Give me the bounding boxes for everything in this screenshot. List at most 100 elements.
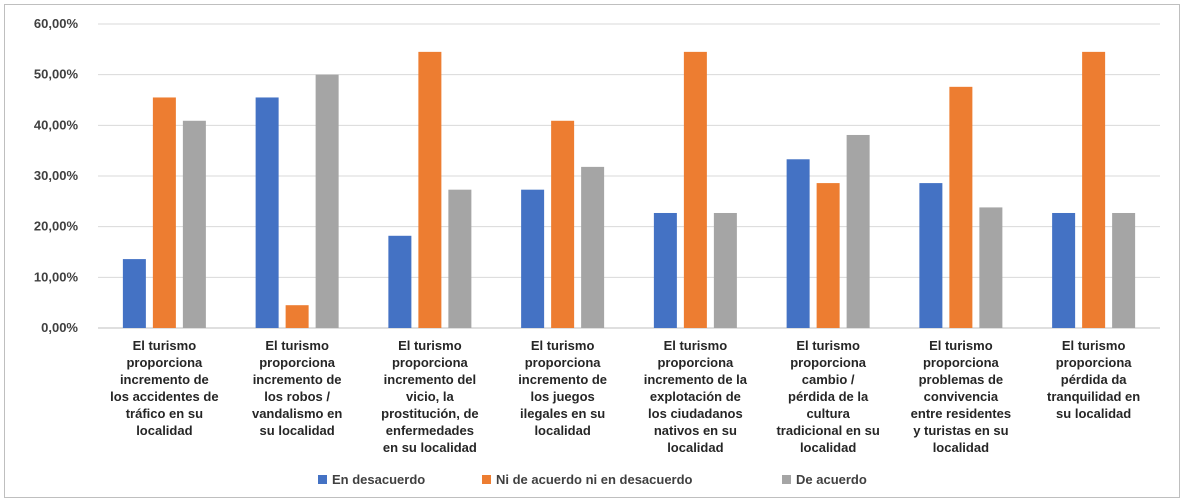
category-label-line: incremento de bbox=[253, 372, 342, 387]
bar bbox=[979, 207, 1003, 328]
category-label-line: proporciona bbox=[126, 355, 203, 370]
category-label-line: localidad bbox=[534, 423, 590, 438]
category-label-line: proporciona bbox=[1056, 355, 1133, 370]
category-label-line: tráfico en su bbox=[126, 406, 203, 421]
category-label: El turismo proporciona incremento de los ju… bbox=[518, 338, 607, 438]
y-tick-label: 60,00% bbox=[34, 16, 79, 31]
category-label: El turismo proporciona problemas de convive… bbox=[911, 338, 1011, 455]
category-label-line: entre residentes bbox=[911, 406, 1011, 421]
bar bbox=[919, 183, 943, 328]
category-label-line: su localidad bbox=[260, 423, 335, 438]
bar bbox=[315, 74, 339, 329]
legend-label: Ni de acuerdo ni en desacuerdo bbox=[496, 472, 693, 487]
bar bbox=[786, 159, 810, 328]
y-tick-label: 30,00% bbox=[34, 168, 79, 183]
bar bbox=[551, 120, 575, 328]
bar bbox=[418, 51, 442, 328]
legend: En desacuerdo Ni de acuerdo ni en desacue… bbox=[318, 472, 867, 487]
legend-swatch bbox=[482, 475, 491, 484]
category-label-line: prostitución, de bbox=[381, 406, 479, 421]
category-label-line: El turismo bbox=[398, 338, 462, 353]
category-label: El turismo proporciona incremento de los ac… bbox=[110, 338, 218, 438]
bar bbox=[1082, 51, 1106, 328]
bar bbox=[285, 305, 309, 328]
y-tick-label: 10,00% bbox=[34, 269, 79, 284]
y-tick-label: 0,00% bbox=[41, 320, 78, 335]
category-label-line: los ciudadanos bbox=[648, 406, 743, 421]
bar bbox=[816, 183, 840, 328]
category-label-line: proporciona bbox=[259, 355, 336, 370]
bar bbox=[846, 134, 870, 328]
category-label: El turismo proporciona incremento del vicio… bbox=[381, 338, 479, 455]
bar bbox=[1112, 212, 1136, 328]
category-label-line: cambio / bbox=[802, 372, 855, 387]
y-tick-label: 40,00% bbox=[34, 117, 79, 132]
category-label-line: El turismo bbox=[664, 338, 728, 353]
bar bbox=[152, 97, 176, 328]
category-label-line: incremento de bbox=[120, 372, 209, 387]
legend-label: De acuerdo bbox=[796, 472, 867, 487]
category-label-line: vandalismo en bbox=[252, 406, 342, 421]
category-label-line: los accidentes de bbox=[110, 389, 218, 404]
bar bbox=[521, 189, 545, 328]
category-label-line: localidad bbox=[933, 440, 989, 455]
y-axis: 0,00% 10,00% 20,00% 30,00% 40,00% 50,00% 60,00… bbox=[34, 16, 79, 335]
category-label-line: enfermedades bbox=[386, 423, 474, 438]
category-label-line: proporciona bbox=[525, 355, 602, 370]
category-label-line: incremento de bbox=[518, 372, 607, 387]
category-label-line: explotación de bbox=[650, 389, 741, 404]
category-label-line: tranquilidad en bbox=[1047, 389, 1140, 404]
category-label-line: problemas de bbox=[919, 372, 1004, 387]
category-label-line: vicio, la bbox=[406, 389, 454, 404]
category-label-line: y turistas en su bbox=[913, 423, 1008, 438]
category-label: El turismo proporciona incremento de los ro… bbox=[252, 338, 342, 438]
x-axis-labels: El turismo proporciona incremento de los ac… bbox=[110, 338, 1140, 455]
bar bbox=[653, 212, 677, 328]
category-label-line: El turismo bbox=[796, 338, 860, 353]
bar bbox=[949, 86, 973, 329]
bar bbox=[713, 212, 737, 328]
category-label-line: proporciona bbox=[923, 355, 1000, 370]
category-label-line: su localidad bbox=[1056, 406, 1131, 421]
legend-label: En desacuerdo bbox=[332, 472, 425, 487]
category-label-line: proporciona bbox=[657, 355, 734, 370]
category-label: El turismo proporciona incremento de la exp… bbox=[644, 338, 748, 455]
category-label-line: convivencia bbox=[924, 389, 999, 404]
bar bbox=[1052, 212, 1076, 328]
bar bbox=[448, 189, 472, 328]
category-label-line: localidad bbox=[800, 440, 856, 455]
category-label-line: El turismo bbox=[265, 338, 329, 353]
y-tick-label: 20,00% bbox=[34, 219, 79, 234]
bar bbox=[255, 97, 279, 328]
category-label-line: proporciona bbox=[392, 355, 469, 370]
category-label-line: proporciona bbox=[790, 355, 867, 370]
category-label-line: El turismo bbox=[133, 338, 197, 353]
bar bbox=[122, 259, 146, 328]
legend-swatch bbox=[318, 475, 327, 484]
category-label: El turismo proporciona cambio / pérdida de … bbox=[776, 338, 879, 455]
category-label-line: ilegales en su bbox=[520, 406, 605, 421]
category-label-line: incremento de la bbox=[644, 372, 748, 387]
legend-swatch bbox=[782, 475, 791, 484]
category-label-line: localidad bbox=[136, 423, 192, 438]
bar bbox=[581, 166, 605, 328]
category-label-line: incremento del bbox=[384, 372, 476, 387]
category-label-line: tradicional en su bbox=[776, 423, 879, 438]
category-label-line: nativos en su bbox=[654, 423, 737, 438]
category-label-line: El turismo bbox=[929, 338, 993, 353]
category-label-line: los robos / bbox=[264, 389, 330, 404]
bar bbox=[683, 51, 707, 328]
y-tick-label: 50,00% bbox=[34, 67, 79, 82]
category-label-line: cultura bbox=[806, 406, 850, 421]
category-label-line: El turismo bbox=[1062, 338, 1126, 353]
category-label-line: en su localidad bbox=[383, 440, 477, 455]
bar bbox=[388, 235, 412, 328]
category-label-line: El turismo bbox=[531, 338, 595, 353]
bars bbox=[122, 51, 1136, 329]
category-label-line: pérdida da bbox=[1061, 372, 1128, 387]
category-label-line: localidad bbox=[667, 440, 723, 455]
bar bbox=[182, 120, 206, 328]
category-label: El turismo proporciona pérdida da tranquili… bbox=[1047, 338, 1140, 421]
category-label-line: los juegos bbox=[530, 389, 594, 404]
